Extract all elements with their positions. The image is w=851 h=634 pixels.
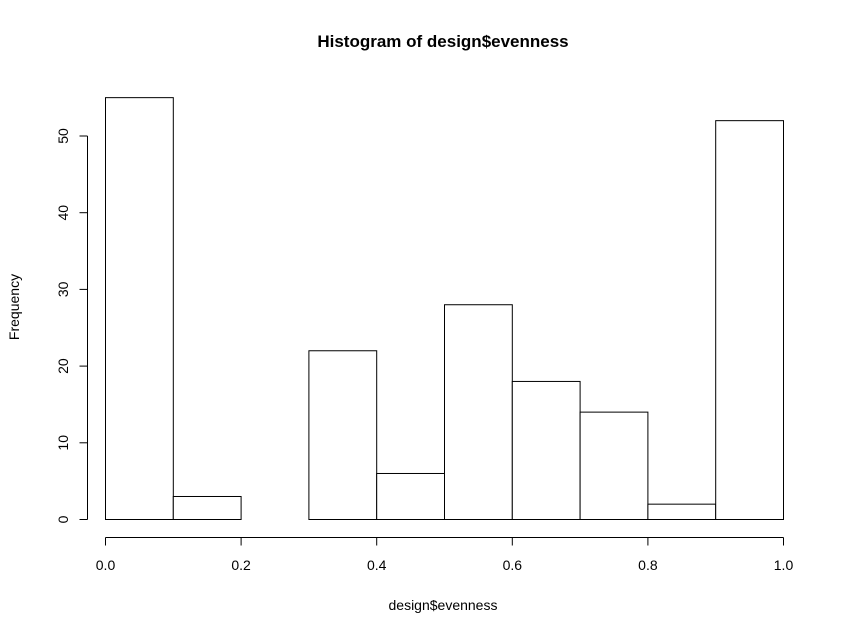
y-tick-label-5: 50	[55, 128, 71, 144]
x-tick-label-4: 0.8	[638, 557, 658, 573]
y-tick-label-1: 10	[55, 435, 71, 451]
x-axis-label: design$evenness	[389, 597, 498, 613]
histogram-bar-7	[579, 411, 649, 520]
histogram-bar-1	[172, 495, 242, 520]
x-tick-label-1: 0.2	[231, 557, 251, 573]
y-axis: 0 10 20 30 40 50	[55, 128, 88, 523]
y-tick-label-0: 0	[55, 515, 71, 523]
histogram-bar-4	[376, 472, 446, 521]
y-axis-label: Frequency	[6, 274, 22, 340]
x-tick-label-3: 0.6	[503, 557, 523, 573]
y-tick-label-3: 30	[55, 281, 71, 297]
y-tick-label-2: 20	[55, 358, 71, 374]
histogram-bar-9	[715, 120, 785, 520]
histogram-bar-3	[308, 350, 378, 521]
x-tick-label-0: 0.0	[96, 557, 116, 573]
histogram-bar-0	[105, 97, 174, 521]
histogram-bar-6	[511, 380, 581, 520]
bars-group	[105, 97, 785, 521]
chart-title: Histogram of design$evenness	[317, 32, 568, 51]
histogram-bar-5	[444, 304, 513, 520]
histogram-bar-8	[647, 503, 717, 521]
y-tick-label-4: 40	[55, 205, 71, 221]
x-axis: 0.0 0.2 0.4 0.6 0.8 1.0	[96, 537, 794, 573]
x-tick-label-2: 0.4	[367, 557, 387, 573]
x-tick-label-5: 1.0	[774, 557, 794, 573]
